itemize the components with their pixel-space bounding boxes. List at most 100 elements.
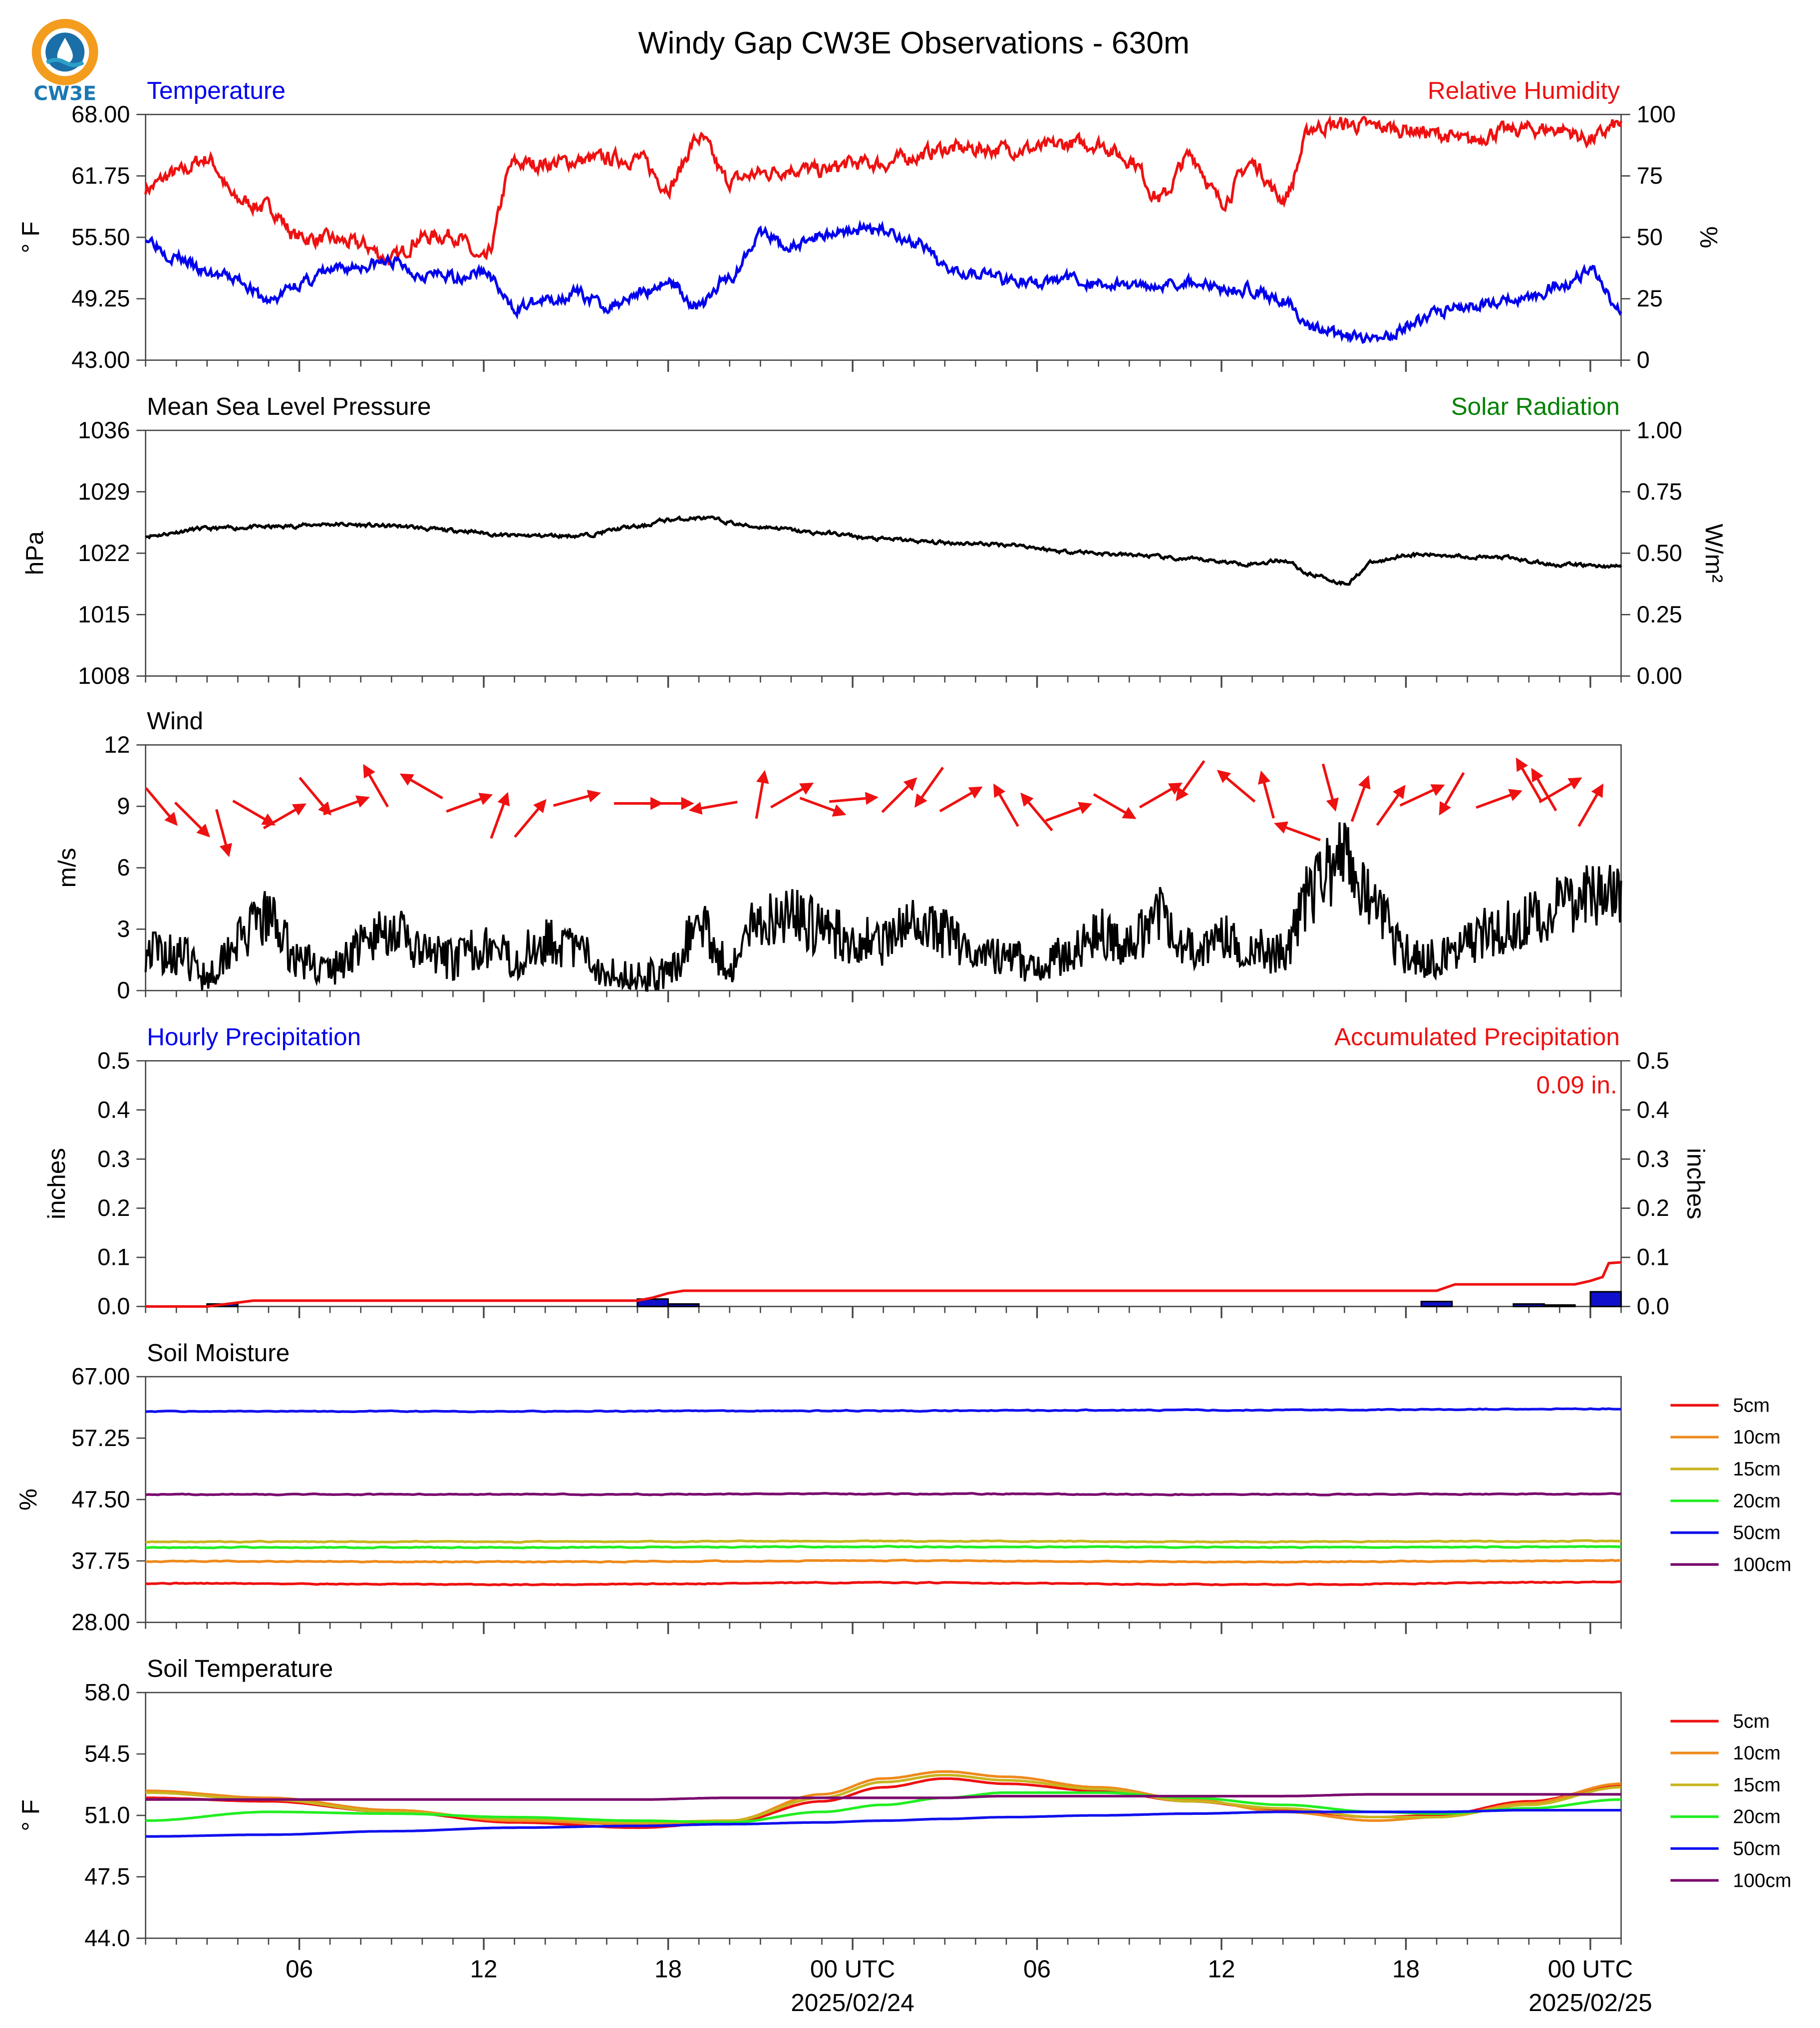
logo-drop-icon <box>57 37 73 64</box>
series-temperature <box>144 219 1622 344</box>
wind-direction-arrow <box>1273 821 1321 842</box>
legend-label: 5cm <box>1733 1395 1770 1416</box>
y-tick-label-right: 0.1 <box>1637 1244 1669 1270</box>
wind-direction-arrow <box>1093 793 1137 819</box>
y-tick-label-left: 6 <box>117 855 130 880</box>
series-soil-temperature-50cm <box>145 1809 1621 1838</box>
series-relative-humidity <box>144 114 1623 267</box>
wind-direction-arrow <box>299 777 331 816</box>
series-accumulated-precip <box>145 1261 1621 1308</box>
wind-direction-arrow <box>799 797 847 817</box>
y-tick-label-right: 0.75 <box>1637 479 1682 505</box>
wind-direction-arrow <box>1376 785 1406 826</box>
wind-direction-arrow <box>215 809 233 858</box>
y-axis-label-right: W/m² <box>1700 524 1728 582</box>
y-tick-label-left: 12 <box>104 732 130 758</box>
wind-direction-arrow <box>1045 802 1093 822</box>
series-pressure <box>145 515 1622 586</box>
x-tick-label: 06 <box>1023 1955 1051 1983</box>
panel-title-left: Wind <box>147 707 203 735</box>
logo-ring <box>31 18 98 85</box>
wind-direction-arrow <box>829 792 879 805</box>
y-tick-label-left: 55.50 <box>71 224 130 250</box>
y-tick-label-right: 0.2 <box>1637 1195 1669 1221</box>
panel-temperature: Temperature Relative Humidity 68.00 61.75 55… <box>17 77 1722 373</box>
series-soil-moisture-15cm <box>145 1539 1621 1544</box>
wind-direction-arrow <box>939 786 983 813</box>
series-soil-moisture-5cm <box>145 1580 1621 1587</box>
wind-direction-arrow <box>363 764 389 808</box>
wind-direction-arrow <box>1439 772 1465 816</box>
series-soil-moisture-20cm <box>145 1545 1621 1549</box>
legend-label: 5cm <box>1733 1711 1770 1732</box>
panel-title-left: Temperature <box>147 77 286 104</box>
panel-title-right: Accumulated Precipitation <box>1334 1023 1620 1051</box>
y-tick-label-right: 0.4 <box>1637 1097 1669 1123</box>
y-tick-label-right: 100 <box>1637 101 1676 127</box>
y-axis-label-right: % <box>1695 226 1722 248</box>
wind-direction-arrow <box>490 792 510 839</box>
wind-direction-arrow <box>1321 763 1339 812</box>
series-soil-temperature-15cm <box>145 1773 1621 1824</box>
x-tick-label: 18 <box>1392 1955 1420 1983</box>
wind-direction-arrow <box>993 783 1019 827</box>
legend-label: 15cm <box>1733 1774 1781 1796</box>
legend-label: 10cm <box>1733 1742 1781 1764</box>
wind-direction-arrow <box>446 793 493 813</box>
y-tick-label-left: 49.25 <box>71 286 130 311</box>
y-tick-label-right: 0.3 <box>1637 1146 1669 1172</box>
legend-label: 50cm <box>1733 1838 1781 1859</box>
y-tick-label-right: 0.00 <box>1637 663 1682 689</box>
y-tick-label-left: 3 <box>117 916 130 942</box>
y-tick-label-left: 1015 <box>78 601 130 627</box>
precip-total-label: 0.09 in. <box>1536 1071 1617 1099</box>
y-tick-label-left: 0.1 <box>97 1244 130 1270</box>
wind-direction-arrow <box>1176 760 1206 802</box>
legend-label: 20cm <box>1733 1490 1781 1512</box>
y-tick-label-left: 54.5 <box>84 1741 130 1767</box>
panel-precipitation: Hourly Precipitation Accumulated Precipit… <box>43 1023 1709 1319</box>
wind-direction-arrow <box>1577 783 1604 827</box>
y-axis-label-left: hPa <box>21 531 48 576</box>
y-tick-label-left: 0.2 <box>97 1195 130 1221</box>
y-tick-label-left: 47.5 <box>84 1864 130 1890</box>
wind-direction-arrow <box>1020 792 1053 832</box>
y-tick-label-left: 47.50 <box>71 1486 130 1512</box>
x-tick-label: 06 <box>286 1955 313 1983</box>
panel-title-left: Mean Sea Level Pressure <box>147 393 431 420</box>
panel-soil-moisture: Soil Moisture 67.00 57.25 47.50 37.75 28.00% 5… <box>14 1339 1792 1635</box>
x-tick-label: 00 UTC <box>810 1955 895 1983</box>
plot-frame <box>145 429 1622 677</box>
series-soil-temperature-10cm <box>145 1770 1621 1826</box>
y-tick-label-left: 43.00 <box>71 347 130 373</box>
x-axis-labels: 06 12 18 00 UTC 2025/02/24 06 12 18 00 UTC 2025/0… <box>286 1955 1652 2017</box>
wind-direction-arrow <box>688 801 738 815</box>
panel-title-left: Hourly Precipitation <box>147 1023 361 1051</box>
wind-direction-arrow <box>1516 757 1542 801</box>
y-axis-label-left: ° F <box>17 222 44 254</box>
series-wind-speed <box>144 822 1622 992</box>
y-tick-label-left: 0.0 <box>97 1293 130 1319</box>
cw3e-logo: CW3E <box>31 18 98 105</box>
y-tick-label-left: 1029 <box>78 479 130 505</box>
wind-direction-arrow <box>1216 770 1256 803</box>
y-tick-label-left: 61.75 <box>71 163 130 189</box>
logo-wave-icon <box>45 58 84 67</box>
wind-direction-arrow <box>1350 775 1371 822</box>
precip-bar <box>1513 1303 1545 1308</box>
y-tick-label-left: 67.00 <box>71 1364 130 1390</box>
logo-text: CW3E <box>33 83 96 105</box>
wind-direction-arrow <box>232 800 276 826</box>
series-soil-moisture-100cm <box>145 1492 1621 1496</box>
y-tick-label-right: 0 <box>1637 347 1650 373</box>
y-tick-label-left: 58.0 <box>84 1680 130 1706</box>
figure-title: Windy Gap CW3E Observations - 630m <box>638 25 1190 60</box>
series-soil-moisture-50cm <box>145 1407 1621 1414</box>
y-tick-label-left: 0 <box>117 977 130 1003</box>
y-tick-label-left: 0.3 <box>97 1146 130 1172</box>
y-tick-label-left: 57.25 <box>71 1425 130 1451</box>
y-tick-label-right: 25 <box>1637 286 1663 311</box>
y-tick-label-left: 68.00 <box>71 101 130 127</box>
legend-label: 100cm <box>1733 1870 1792 1891</box>
